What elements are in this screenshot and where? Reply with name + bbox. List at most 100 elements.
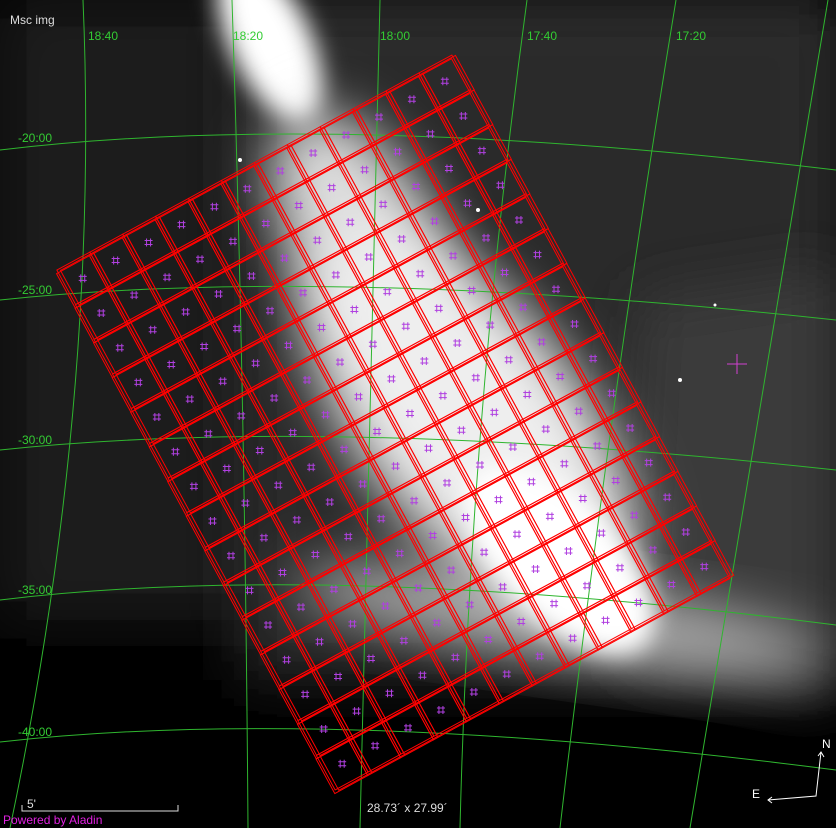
source-mark [463,199,472,208]
source-mark [350,305,359,314]
survey-label: Msc img [10,13,55,27]
source-mark [438,391,447,400]
source-mark [364,252,373,261]
source-mark [292,515,301,524]
source-mark [461,513,470,522]
source-mark [490,408,499,417]
source-mark [340,445,349,454]
source-mark [317,323,326,332]
source-mark [259,533,268,542]
source-mark [414,584,423,593]
source-mark [362,567,371,576]
source-mark [407,95,416,104]
source-mark [395,549,404,558]
source-mark [379,200,388,209]
source-mark [418,671,427,680]
source-mark [348,619,357,628]
source-mark [444,164,453,173]
source-mark [296,603,305,612]
source-mark [327,183,336,192]
source-mark [218,377,227,386]
source-mark [167,360,176,369]
source-mark [574,407,583,416]
footprint-tile [677,543,731,598]
source-mark [502,670,511,679]
source-mark [115,343,124,352]
source-mark [537,337,546,346]
ra-label: 18:20 [233,29,263,43]
source-mark [451,653,460,662]
source-mark [634,598,643,607]
source-mark [284,341,293,350]
source-mark [564,547,573,556]
source-mark [181,307,190,316]
source-mark [556,372,565,381]
source-mark [663,493,672,502]
source-mark [233,324,242,333]
source-mark [597,529,606,538]
source-mark [278,568,287,577]
source-mark [531,564,540,573]
ra-label: 17:20 [676,29,706,43]
source-mark [111,256,120,265]
source-mark [582,581,591,590]
source-mark [294,201,303,210]
source-mark [482,233,491,242]
source-mark [552,285,561,294]
source-mark [237,411,246,420]
source-mark [152,413,161,422]
credit-link[interactable]: Powered by Aladin [3,813,102,827]
source-mark [469,688,478,697]
source-mark [420,356,429,365]
source-mark [494,495,503,504]
source-mark [342,131,351,140]
source-mark [373,427,382,436]
source-mark [200,342,209,351]
source-mark [457,426,466,435]
dec-label: -30:00 [18,433,52,447]
source-mark [313,236,322,245]
source-mark [484,635,493,644]
source-mark [475,460,484,469]
source-mark [385,689,394,698]
source-mark [334,672,343,681]
source-mark [428,531,437,540]
source-mark [465,600,474,609]
source-mark [527,477,536,486]
source-mark [189,482,198,491]
source-mark [222,464,231,473]
scale-bar: 5' [21,797,179,812]
source-mark [301,690,310,699]
source-mark [264,621,273,630]
source-mark [208,517,217,526]
source-mark [325,497,334,506]
source-mark [346,218,355,227]
source-mark [535,652,544,661]
source-mark [261,219,270,228]
source-mark [383,287,392,296]
source-mark [459,111,468,120]
source-mark [440,77,449,86]
source-mark [243,184,252,193]
source-mark [265,306,274,315]
source-mark [374,113,383,122]
source-mark [148,325,157,334]
source-mark [593,441,602,450]
source-mark [241,499,250,508]
source-mark [630,511,639,520]
source-mark [471,373,480,382]
source-mark [134,378,143,387]
source-mark [354,392,363,401]
source-mark [255,446,264,455]
source-mark [480,548,489,557]
source-mark [432,618,441,627]
source-mark [280,254,289,263]
source-mark [401,322,410,331]
compass-east: E [752,787,760,801]
source-mark [335,358,344,367]
source-mark [288,428,297,437]
source-mark [204,429,213,438]
footprint-grid [55,54,735,795]
source-mark [210,202,219,211]
source-mark [504,355,513,364]
